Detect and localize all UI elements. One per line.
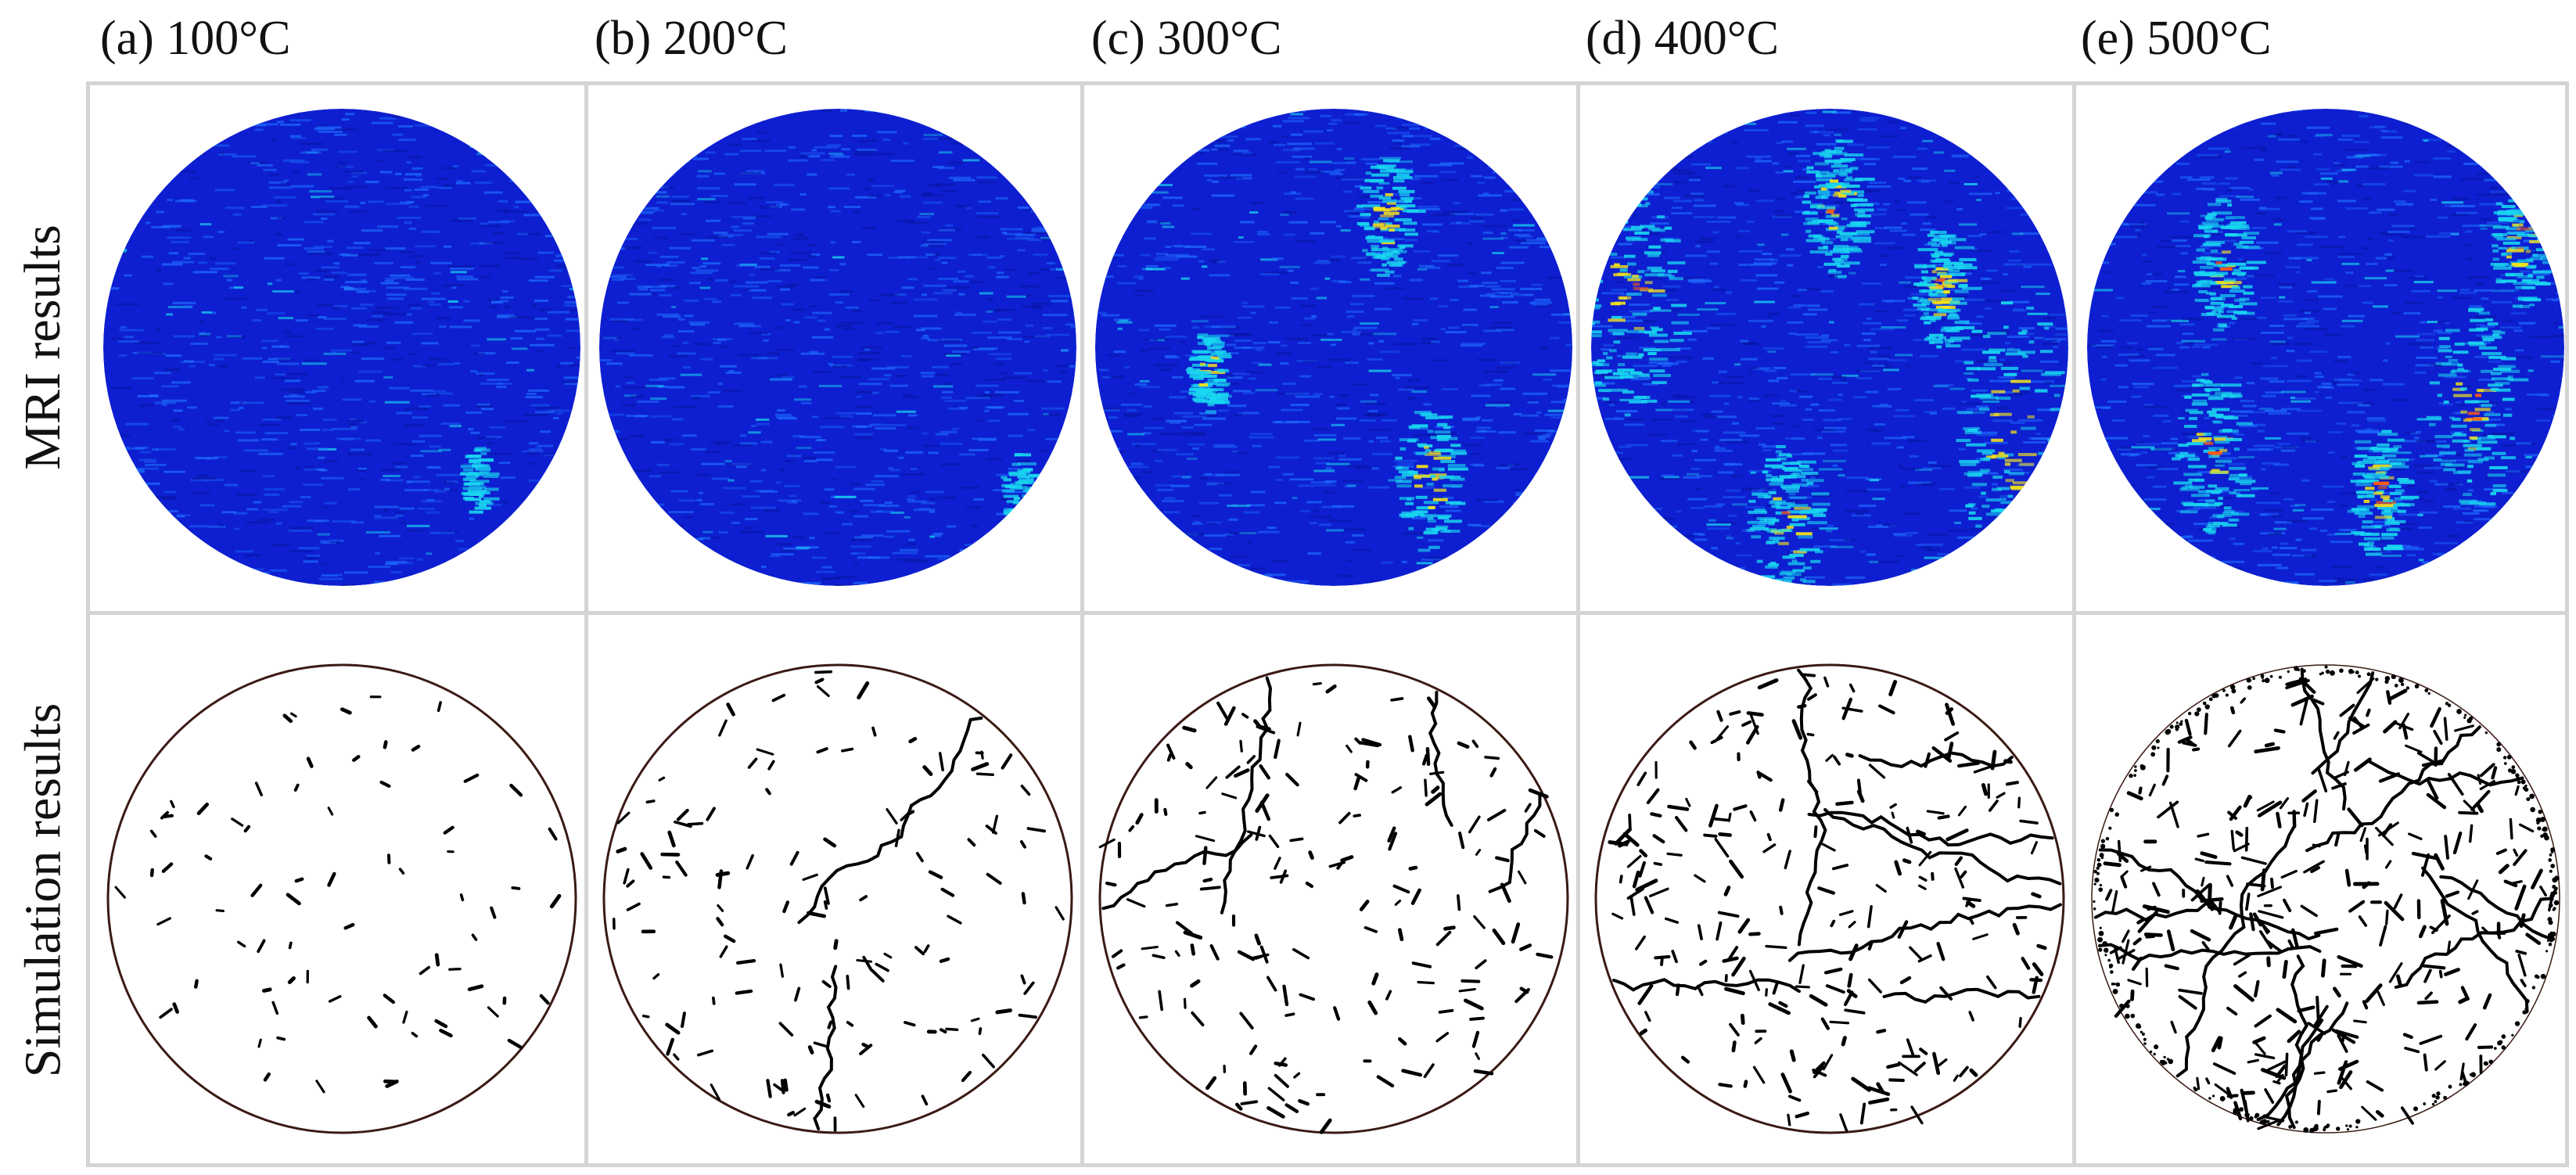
mri-signal-map [2087, 109, 2564, 586]
grid-column-divider [2072, 85, 2076, 1163]
column-label-300c: (c) 300°C [1091, 12, 1282, 65]
column-label-500c: (e) 500°C [2081, 12, 2272, 65]
simulation-panel-1 [95, 652, 588, 1145]
grid-column-divider [1576, 85, 1580, 1163]
row-label-mri-text: MRI results [14, 225, 71, 470]
mri-panel-5 [2079, 101, 2572, 594]
specimen-outline [602, 663, 1073, 1134]
grid-column-divider [1080, 85, 1084, 1163]
simulation-panel-3 [1087, 652, 1580, 1145]
column-label-100c: (a) 100°C [100, 12, 291, 65]
specimen-outline [1594, 663, 2065, 1134]
crack-pattern [2093, 665, 2560, 1134]
mri-signal-map [1095, 109, 1572, 586]
mri-signal-map [599, 109, 1076, 586]
mri-signal-map [1591, 109, 2068, 586]
column-label-200c: (b) 200°C [595, 12, 788, 65]
mri-panel-1 [95, 101, 588, 594]
row-label-simulation-text: Simulation results [14, 702, 71, 1078]
crack-pattern [1608, 668, 2062, 1133]
specimen-outline [1098, 663, 1569, 1134]
row-label-mri: MRI results [0, 81, 86, 613]
specimen-outline [2091, 664, 2560, 1134]
mri-panel-3 [1087, 101, 1580, 594]
simulation-panel-2 [591, 652, 1084, 1145]
specimen-outline [106, 663, 577, 1134]
mri-panel-4 [1583, 101, 2076, 594]
crack-pattern [1098, 676, 1554, 1134]
mri-signal-map [103, 109, 580, 586]
panel-grid [86, 81, 2569, 1167]
row-label-simulation: Simulation results [0, 613, 86, 1167]
crack-pattern [114, 695, 562, 1094]
column-label-400c: (d) 400°C [1586, 12, 1779, 65]
simulation-panel-5 [2079, 652, 2572, 1145]
grid-column-divider [584, 85, 588, 1163]
crack-pattern [612, 670, 1065, 1132]
grid-row-divider [90, 611, 2565, 615]
mri-panel-2 [591, 101, 1084, 594]
simulation-panel-4 [1583, 652, 2076, 1145]
